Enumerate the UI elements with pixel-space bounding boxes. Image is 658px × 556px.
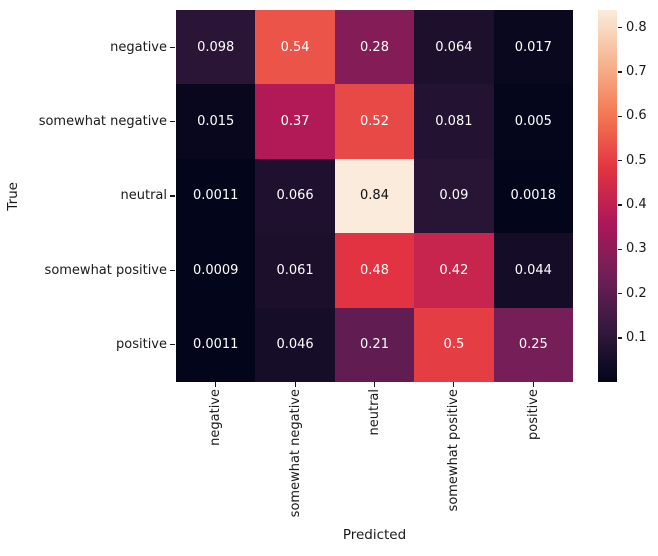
colorbar-tick-label: 0.4 [626,197,647,213]
y-tick-labels: negative somewhat negative neutral somewhat… [0,10,167,382]
heatmap-cell: 0.046 [255,307,335,382]
cell-value: 0.42 [439,262,469,278]
cell-value: 0.0018 [510,188,557,204]
x-axis-tick-mark [453,382,455,387]
colorbar-tick-mark [618,337,622,339]
heatmap-cell: 0.21 [334,307,415,382]
x-tick-labels: negative somewhat negative neutral somewhat… [176,389,573,529]
heatmap-cell: 0.0011 [176,307,256,382]
cell-value: 0.28 [360,39,389,55]
colorbar-tick-label: 0.1 [626,330,647,346]
heatmap-cell: 0.064 [414,10,494,85]
cell-value: 0.064 [435,39,473,55]
y-tick-label: somewhat positive [44,262,167,278]
cell-value: 0.25 [518,337,548,353]
x-tick-label: positive [494,389,573,529]
x-tick-label: somewhat positive [414,389,493,529]
colorbar-tick-mark [618,71,622,73]
x-tick-label-text: negative [208,389,224,446]
x-axis-tick-mark [532,382,534,387]
x-axis-tick-mark [215,382,217,387]
cell-value: 0.0011 [192,337,239,353]
x-tick-label-text: positive [525,389,541,440]
colorbar-tick-mark [618,293,622,295]
heatmap-cell: 0.37 [255,84,335,159]
colorbar-tick-mark [618,204,622,206]
y-tick-label: positive [116,337,167,353]
heatmap-cell: 0.52 [334,84,415,159]
x-axis-tick-mark [294,382,296,387]
x-tick-label-text: somewhat negative [287,389,303,518]
y-axis-tick-mark [170,269,175,271]
cell-value: 0.005 [514,114,552,130]
heatmap-cell: 0.081 [414,84,494,159]
y-tick-label: somewhat negative [38,114,167,130]
colorbar-tick-label: 0.6 [626,108,647,124]
colorbar-tick-label: 0.7 [626,64,647,80]
heatmap-cell: 0.098 [176,10,256,85]
y-axis-tick-mark [170,46,175,48]
heatmap-cell: 0.0009 [176,233,256,308]
cell-value: 0.48 [360,262,389,278]
cell-value: 0.0009 [192,262,239,278]
heatmap-cell: 0.84 [334,158,415,234]
cell-value: 0.015 [197,114,235,130]
heatmap-cell: 0.0011 [176,158,256,234]
heatmap-cell: 0.005 [493,84,573,159]
heatmap-cell: 0.044 [493,233,573,308]
heatmap-grid: 0.098 0.54 0.28 0.064 0.017 0.015 0.37 0.52 0.08… [176,10,573,382]
x-tick-label: negative [176,389,255,529]
x-axis-title: Predicted [342,527,407,543]
y-axis-tick-mark [170,195,175,197]
y-tick-label: negative [110,39,167,55]
colorbar-tick-mark [618,115,622,117]
heatmap-cell: 0.28 [334,10,415,85]
y-axis-tick-mark [170,121,175,123]
cell-value: 0.37 [280,114,310,130]
cell-value: 0.044 [514,262,552,278]
colorbar-tick-label: 0.3 [626,241,647,257]
cell-value: 0.066 [276,188,314,204]
cell-value: 0.098 [197,39,235,55]
cell-value: 0.21 [360,337,389,353]
heatmap-cell: 0.25 [493,307,573,382]
colorbar-tick-label: 0.2 [626,285,647,301]
heatmap-cell: 0.061 [255,233,335,308]
cell-value: 0.081 [435,114,473,130]
y-tick-label: neutral [120,188,168,204]
x-tick-label: neutral [335,389,414,529]
cell-value: 0.061 [276,262,314,278]
heatmap-cell: 0.54 [255,10,335,85]
cell-value: 0.54 [280,39,310,55]
x-axis-tick-mark [373,382,376,387]
x-tick-label-text: somewhat positive [446,389,462,512]
x-tick-label: somewhat negative [255,389,334,529]
cell-value: 0.017 [514,39,552,55]
colorbar-tick-label: 0.8 [626,19,647,35]
cell-value: 0.52 [360,114,389,130]
heatmap-cell: 0.017 [493,10,573,85]
cell-value: 0.046 [276,337,314,353]
colorbar-tick-label: 0.5 [626,152,647,168]
colorbar-tick-mark [618,27,622,29]
heatmap-cell: 0.5 [414,307,494,382]
colorbar-gradient [598,10,617,382]
x-tick-label-text: neutral [366,389,382,436]
colorbar-tick-mark [618,160,622,162]
colorbar-tick-mark [618,248,622,250]
y-axis-tick-mark [170,344,175,346]
heatmap-cell: 0.015 [176,84,256,159]
heatmap-cell: 0.48 [334,233,415,308]
heatmap-cell: 0.42 [414,233,494,308]
heatmap-cell: 0.066 [255,158,335,234]
cell-value: 0.09 [439,188,469,204]
heatmap-cell: 0.0018 [493,158,573,234]
cell-value: 0.84 [360,188,389,204]
cell-value: 0.0011 [192,188,239,204]
cell-value: 0.5 [443,337,465,353]
heatmap-cell: 0.09 [414,158,494,234]
